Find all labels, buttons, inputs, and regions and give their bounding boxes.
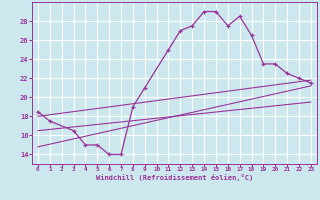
X-axis label: Windchill (Refroidissement éolien,°C): Windchill (Refroidissement éolien,°C) — [96, 174, 253, 181]
